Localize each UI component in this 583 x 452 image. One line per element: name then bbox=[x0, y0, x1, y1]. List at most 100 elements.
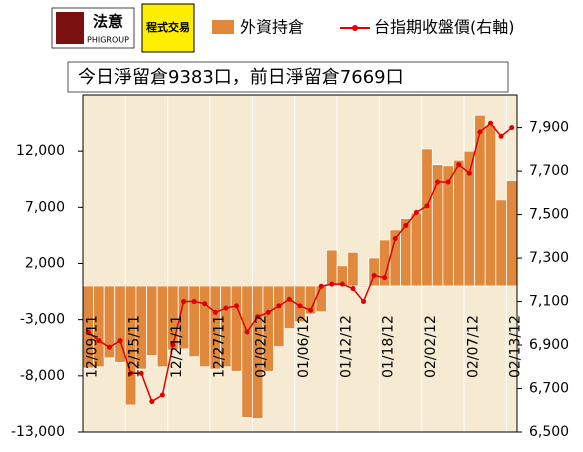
marker bbox=[297, 303, 303, 309]
x-tick-label: 02/07/12 bbox=[465, 315, 481, 378]
y-tick-label: -3,000 bbox=[20, 312, 65, 328]
legend-swatch bbox=[212, 20, 234, 34]
marker bbox=[329, 281, 335, 287]
bar bbox=[421, 148, 433, 287]
marker bbox=[149, 399, 155, 405]
x-tick-label: 02/13/12 bbox=[508, 315, 524, 378]
x-tick-label: 01/02/12 bbox=[254, 315, 270, 378]
marker bbox=[202, 301, 208, 307]
brand2: 程式交易 bbox=[146, 20, 190, 34]
bar bbox=[199, 285, 211, 368]
brand: 法意 bbox=[93, 13, 123, 31]
brand-sub: PHIGROUP bbox=[87, 36, 129, 45]
x-tick-label: 12/27/11 bbox=[211, 315, 227, 378]
bar bbox=[230, 285, 243, 372]
bar bbox=[283, 285, 296, 330]
title-box bbox=[67, 61, 509, 93]
bar bbox=[156, 285, 169, 368]
y2-tick-label: 7,700 bbox=[529, 163, 569, 179]
x-tick-label: 12/09/11 bbox=[84, 315, 100, 378]
marker bbox=[212, 309, 218, 315]
bar bbox=[188, 285, 200, 358]
chart-title: 今日淨留倉9383口，前日淨留倉7669口 bbox=[78, 67, 404, 88]
marker bbox=[382, 275, 388, 281]
bar bbox=[474, 114, 486, 287]
y-tick-label: -13,000 bbox=[11, 424, 65, 440]
marker bbox=[361, 299, 367, 305]
marker bbox=[181, 299, 187, 305]
bar bbox=[146, 285, 158, 357]
bar bbox=[315, 285, 327, 313]
marker bbox=[244, 329, 250, 335]
marker bbox=[318, 283, 324, 289]
marker bbox=[339, 281, 345, 287]
y-tick-label: -8,000 bbox=[20, 368, 65, 384]
bar bbox=[453, 159, 465, 287]
marker bbox=[424, 203, 430, 209]
bar bbox=[368, 257, 380, 287]
marker bbox=[488, 120, 494, 126]
marker bbox=[403, 222, 409, 228]
y-tick-label: 2,000 bbox=[25, 256, 65, 272]
marker bbox=[498, 133, 504, 139]
marker bbox=[223, 305, 229, 311]
y2-tick-label: 7,300 bbox=[529, 250, 569, 266]
marker bbox=[265, 309, 271, 315]
bar bbox=[400, 218, 412, 287]
bar bbox=[357, 285, 370, 288]
marker bbox=[191, 299, 197, 305]
bar bbox=[495, 199, 507, 287]
marker bbox=[435, 179, 441, 185]
marker bbox=[477, 129, 483, 135]
marker bbox=[255, 314, 261, 320]
legend-marker bbox=[352, 25, 358, 31]
marker bbox=[308, 307, 314, 313]
y-tick-label: 7,000 bbox=[25, 199, 65, 215]
x-tick-label: 01/18/12 bbox=[381, 315, 397, 378]
x-tick-label: 02/02/12 bbox=[423, 315, 439, 378]
bar bbox=[326, 249, 338, 287]
marker bbox=[85, 329, 91, 335]
marker bbox=[96, 338, 102, 344]
y2-tick-label: 6,900 bbox=[529, 337, 569, 353]
x-tick-label: 01/06/12 bbox=[296, 315, 312, 378]
marker bbox=[170, 342, 176, 348]
marker bbox=[509, 125, 515, 131]
marker bbox=[286, 296, 292, 302]
bar bbox=[273, 285, 285, 348]
x-tick-label: 01/12/12 bbox=[338, 315, 354, 378]
bar bbox=[484, 124, 497, 287]
bar bbox=[506, 180, 518, 287]
logo-icon bbox=[56, 12, 84, 44]
y2-tick-label: 7,100 bbox=[529, 294, 569, 310]
marker bbox=[445, 179, 451, 185]
marker bbox=[456, 162, 462, 168]
x-tick-label: 12/21/11 bbox=[169, 315, 185, 378]
marker bbox=[413, 209, 419, 215]
bar bbox=[410, 212, 423, 287]
marker bbox=[233, 303, 239, 309]
legend-label: 台指期收盤價(右軸) bbox=[374, 18, 515, 37]
marker bbox=[392, 235, 398, 241]
marker bbox=[106, 344, 112, 350]
marker bbox=[128, 370, 134, 376]
logo2 bbox=[141, 3, 195, 53]
legend-label: 外資持倉 bbox=[240, 18, 304, 37]
plot-frame bbox=[82, 94, 518, 433]
bar bbox=[347, 251, 359, 287]
marker bbox=[117, 338, 123, 344]
y-tick-label: 12,000 bbox=[16, 143, 65, 159]
x-tick-label: 12/15/11 bbox=[127, 315, 143, 378]
marker bbox=[350, 286, 356, 292]
bar bbox=[241, 285, 253, 418]
marker bbox=[159, 392, 165, 398]
marker bbox=[466, 170, 472, 176]
y2-tick-label: 7,500 bbox=[529, 207, 569, 223]
y2-tick-label: 6,700 bbox=[529, 381, 569, 397]
marker bbox=[371, 272, 377, 278]
marker bbox=[276, 303, 282, 309]
y2-tick-label: 6,500 bbox=[529, 424, 569, 440]
y2-tick-label: 7,900 bbox=[529, 120, 569, 136]
marker bbox=[138, 370, 144, 376]
